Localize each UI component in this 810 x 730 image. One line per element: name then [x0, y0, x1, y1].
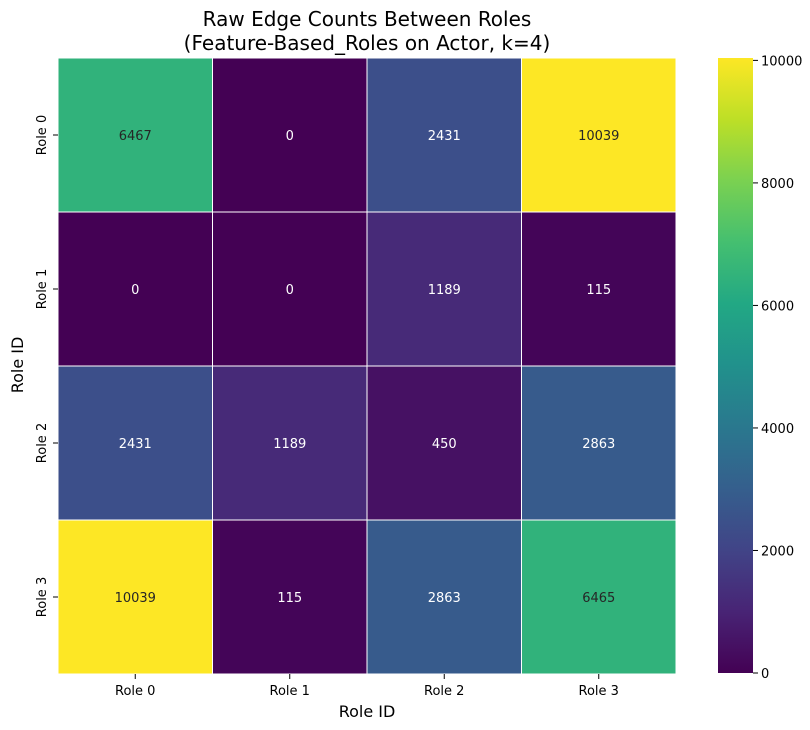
cell-value-label: 0	[131, 283, 139, 298]
x-tick-label: Role 0	[115, 684, 155, 699]
heatmap-cell	[212, 57, 368, 213]
x-tick-label: Role 2	[424, 684, 464, 699]
cell-value-label: 1189	[273, 437, 306, 452]
colorbar-tick-label: 6000	[761, 299, 794, 314]
cell-value-label: 6465	[582, 591, 615, 606]
heatmap-cell	[212, 211, 368, 367]
colorbar-tick-label: 0	[761, 667, 769, 682]
heatmap-cell	[366, 211, 522, 367]
y-tick-label: Role 2	[35, 423, 50, 463]
heatmap-cell	[57, 211, 213, 367]
heatmap-cell	[521, 519, 677, 675]
x-axis-label: Role ID	[339, 702, 396, 721]
heatmap-cell	[521, 211, 677, 367]
cell-value-label: 10039	[115, 591, 156, 606]
chart-title-line1: Raw Edge Counts Between Roles	[203, 7, 532, 31]
cell-value-label: 2431	[428, 129, 461, 144]
cell-value-label: 10039	[578, 129, 619, 144]
colorbar	[718, 58, 753, 673]
cell-value-label: 450	[432, 437, 457, 452]
colorbar-tick-label: 2000	[761, 544, 794, 559]
cell-value-label: 115	[277, 591, 302, 606]
y-axis-ticks: Role 0 Role 1 Role 2 Role 3	[35, 115, 58, 617]
cell-value-label: 2431	[119, 437, 152, 452]
x-axis-ticks: Role 0 Role 1 Role 2 Role 3	[115, 674, 619, 699]
cell-value-label: 2863	[428, 591, 461, 606]
y-tick-label: Role 1	[35, 269, 50, 309]
colorbar-tick-label: 10000	[761, 54, 802, 69]
cell-value-label: 115	[586, 283, 611, 298]
cell-value-label: 0	[286, 129, 294, 144]
heatmap-cells: 6467 0 2431 10039 0 0 1189 115 2431 1189 450 2863 10…	[57, 57, 677, 675]
cell-value-label: 2863	[582, 437, 615, 452]
heatmap-cell	[212, 519, 368, 675]
chart-title-line2: (Feature-Based_Roles on Actor, k=4)	[184, 31, 551, 55]
heatmap-cell	[57, 519, 213, 675]
heatmap-cell	[212, 365, 368, 521]
colorbar-tick-label: 8000	[761, 177, 794, 192]
cell-value-label: 1189	[428, 283, 461, 298]
y-tick-label: Role 3	[35, 577, 50, 617]
x-tick-label: Role 1	[270, 684, 310, 699]
heatmap-cell	[366, 519, 522, 675]
y-tick-label: Role 0	[35, 115, 50, 155]
heatmap-cell	[521, 365, 677, 521]
colorbar-ticks: 0 2000 4000 6000 8000 10000	[753, 54, 802, 682]
y-axis-label: Role ID	[8, 337, 27, 394]
heatmap-cell	[366, 57, 522, 213]
x-tick-label: Role 3	[579, 684, 619, 699]
heatmap-cell	[521, 57, 677, 213]
cell-value-label: 0	[286, 283, 294, 298]
cell-value-label: 6467	[119, 129, 152, 144]
heatmap-cell	[57, 57, 213, 213]
colorbar-tick-label: 4000	[761, 422, 794, 437]
